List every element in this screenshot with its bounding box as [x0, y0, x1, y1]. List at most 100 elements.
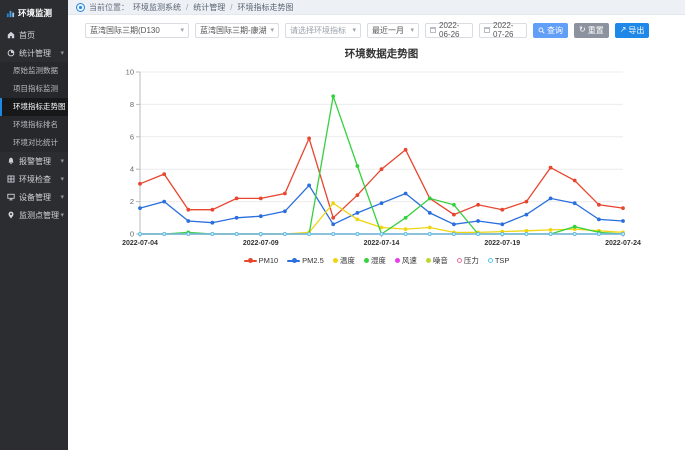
- legend-item-湿度[interactable]: 湿度: [363, 255, 386, 266]
- end-date-input[interactable]: 2022-07-26: [479, 21, 527, 39]
- map-pin-icon: [8, 211, 14, 219]
- legend-item-压力[interactable]: 压力: [456, 255, 479, 266]
- legend-dot-marker: [425, 258, 431, 263]
- legend-ring-marker: [487, 258, 493, 263]
- export-button-label: 导出: [628, 25, 645, 35]
- breadcrumb-separator: /: [186, 2, 189, 12]
- export-arrow-icon: ↗: [619, 25, 627, 34]
- device-select[interactable]: 蓝湾国际三期-康湖 ▾: [195, 22, 279, 38]
- pie-chart-icon: [7, 49, 15, 57]
- legend-label: PM10: [258, 256, 279, 265]
- legend-item-TSP[interactable]: TSP: [487, 255, 509, 266]
- sidebar-item-env-check[interactable]: 环境检查 ▾: [0, 170, 68, 188]
- svg-text:2: 2: [130, 197, 134, 206]
- app-title: 环境监测: [18, 8, 53, 18]
- breadcrumb: 当前位置： 环境监测系统 / 统计管理 / 环境指标走势图: [68, 0, 685, 15]
- breadcrumb-separator: /: [230, 2, 233, 12]
- range-select-value: 最近一月: [372, 25, 404, 35]
- bell-icon: [8, 157, 14, 165]
- sidebar-item-raw-monitor-data[interactable]: 原始监测数据: [13, 66, 58, 75]
- chevron-down-icon: ▾: [60, 176, 64, 183]
- filter-toolbar: 蓝湾国际三期(D130 ▾ 蓝湾国际三期-康湖 ▾ 请选择环境指标 ▾ 最近一月…: [68, 15, 685, 45]
- query-button[interactable]: 查询: [533, 22, 568, 38]
- sidebar-nav: 首页 统计管理 ▾ 原始监测数据 项目指标监测 环境指标走势图 环境指标排名 环…: [0, 26, 68, 224]
- refresh-icon: ↻: [579, 25, 586, 34]
- stats-submenu: 原始监测数据 项目指标监测 环境指标走势图 环境指标排名 环境对比统计: [0, 62, 68, 152]
- reset-button[interactable]: ↻ 重置: [574, 22, 609, 38]
- svg-text:10: 10: [126, 68, 134, 77]
- device-select-value: 蓝湾国际三期-康湖: [200, 25, 267, 35]
- legend-label: 温度: [339, 256, 355, 265]
- breadcrumb-stats[interactable]: 统计管理: [193, 2, 226, 12]
- chart-card: 环境数据走势图 0 2 4 6 8 10 2022-07-04 2022-07-09 2022-0…: [68, 45, 685, 266]
- sidebar-item-home[interactable]: 首页: [0, 26, 68, 44]
- svg-text:2022-07-24: 2022-07-24: [605, 240, 641, 247]
- svg-text:4: 4: [130, 165, 134, 174]
- export-button[interactable]: ↗ 导出: [614, 22, 650, 38]
- main-content: 当前位置： 环境监测系统 / 统计管理 / 环境指标走势图 蓝湾国际三期(D13…: [68, 0, 685, 450]
- chevron-down-icon: ▾: [60, 50, 64, 57]
- chevron-down-icon: ▾: [180, 27, 184, 34]
- logo-icon: [6, 10, 15, 17]
- legend-item-PM2.5[interactable]: PM2.5: [287, 255, 324, 266]
- sidebar-item-label: 设备管理: [19, 192, 51, 202]
- svg-text:2022-07-19: 2022-07-19: [484, 240, 520, 247]
- legend-label: 噪音: [432, 256, 448, 265]
- legend-item-风速[interactable]: 风速: [394, 255, 417, 266]
- chevron-down-icon: ▾: [270, 27, 274, 34]
- sidebar-item-device[interactable]: 设备管理 ▾: [0, 188, 68, 206]
- svg-text:8: 8: [130, 100, 134, 109]
- chevron-down-icon: ▾: [60, 194, 64, 201]
- project-select-value: 蓝湾国际三期(D130: [90, 25, 160, 35]
- sidebar-item-trend-chart[interactable]: 环境指标走势图: [0, 98, 68, 116]
- sidebar-item-compare-stats[interactable]: 环境对比统计: [13, 138, 58, 147]
- legend-label: PM2.5: [302, 256, 324, 265]
- indicator-select-placeholder: 请选择环境指标: [290, 25, 346, 35]
- start-date-input[interactable]: 2022-06-26: [425, 21, 473, 39]
- query-button-label: 查询: [547, 25, 563, 35]
- sidebar-item-label: 首页: [19, 30, 35, 40]
- legend-dot-marker: [394, 258, 400, 263]
- sidebar-item-indicator-ranking[interactable]: 环境指标排名: [13, 120, 58, 129]
- legend-dot-marker: [363, 258, 369, 263]
- calendar-icon: [430, 27, 436, 33]
- sidebar-item-label: 环境检查: [19, 174, 51, 184]
- app-logo: 环境监测: [0, 0, 68, 26]
- indicator-select[interactable]: 请选择环境指标 ▾: [285, 22, 361, 38]
- legend-label: 风速: [401, 256, 417, 265]
- breadcrumb-current: 环境指标走势图: [237, 2, 294, 12]
- svg-text:6: 6: [130, 132, 134, 141]
- svg-text:2022-07-04: 2022-07-04: [122, 240, 158, 247]
- svg-text:2022-07-14: 2022-07-14: [364, 240, 400, 247]
- range-select[interactable]: 最近一月 ▾: [367, 22, 419, 38]
- project-select[interactable]: 蓝湾国际三期(D130 ▾: [85, 22, 189, 38]
- sidebar-item-stats[interactable]: 统计管理 ▾: [0, 44, 68, 62]
- chevron-down-icon: ▾: [60, 212, 64, 219]
- home-icon: [7, 31, 15, 39]
- sidebar: 环境监测 首页 统计管理 ▾ 原始监测数据 项目指标监测 环境指标走势: [0, 0, 68, 450]
- chevron-down-icon: ▾: [410, 27, 414, 34]
- legend-item-PM10[interactable]: PM10: [243, 255, 279, 266]
- svg-text:环境数据走势图: 环境数据走势图: [345, 47, 419, 60]
- legend-line-marker: [287, 258, 301, 263]
- svg-text:2022-07-09: 2022-07-09: [243, 240, 279, 247]
- search-icon: [538, 27, 545, 34]
- sidebar-item-project-indicator[interactable]: 项目指标监测: [13, 84, 58, 93]
- breadcrumb-prefix: 当前位置：: [89, 2, 129, 12]
- legend-line-marker: [243, 258, 257, 263]
- monitor-icon: [7, 193, 15, 201]
- sidebar-item-alarm[interactable]: 报警管理 ▾: [0, 152, 68, 170]
- sidebar-item-label: 报警管理: [19, 156, 51, 166]
- legend-label: 压力: [463, 256, 479, 265]
- breadcrumb-home[interactable]: 环境监测系统: [133, 2, 181, 12]
- sidebar-item-monitor-points[interactable]: 监测点管理 ▾: [0, 206, 68, 224]
- legend-ring-marker: [456, 258, 462, 263]
- chart-legend: PM10 PM2.5 温度 湿度 风速 噪音 压力 TSP: [68, 255, 685, 266]
- legend-item-噪音[interactable]: 噪音: [425, 255, 448, 266]
- sidebar-item-label: 统计管理: [19, 48, 51, 58]
- legend-item-温度[interactable]: 温度: [332, 255, 355, 266]
- reset-button-label: 重置: [587, 25, 604, 35]
- svg-text:0: 0: [130, 230, 134, 239]
- sidebar-item-label: 监测点管理: [19, 210, 59, 220]
- legend-label: 湿度: [370, 256, 386, 265]
